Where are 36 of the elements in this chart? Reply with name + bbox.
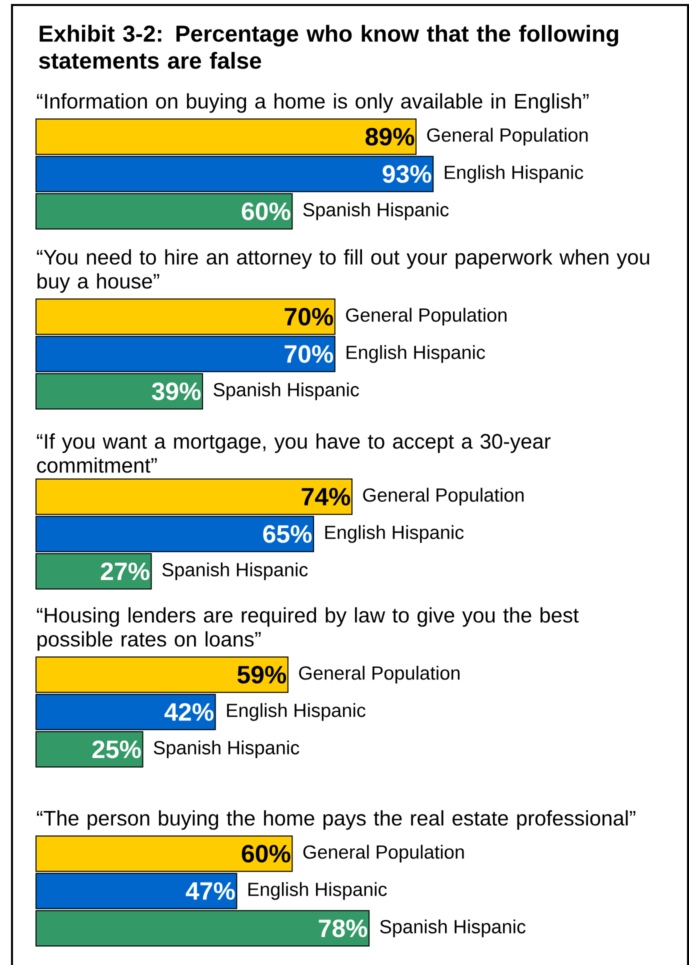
data-label: 93% — [382, 165, 432, 183]
series-label: English Hispanic — [248, 882, 387, 900]
series-label: Spanish Hispanic — [154, 740, 300, 758]
data-label: 47% — [186, 882, 235, 900]
series-label: Spanish Hispanic — [214, 382, 359, 400]
data-label: 70% — [284, 308, 334, 326]
series-label: English Hispanic — [444, 165, 584, 183]
series-label: Spanish Hispanic — [380, 919, 526, 938]
data-label: 27% — [100, 562, 150, 580]
series-label: Spanish Hispanic — [303, 202, 449, 220]
chart-subtitle: “The person buying the home pays the real estate professional” — [36, 810, 636, 830]
data-label: 70% — [284, 345, 334, 363]
data-label: 59% — [237, 666, 286, 684]
data-label: 65% — [263, 525, 312, 543]
data-label: 60% — [242, 844, 290, 863]
series-label: Spanish Hispanic — [162, 562, 308, 580]
data-label: 60% — [242, 202, 290, 220]
chart-title: Exhibit 3-2: Percentage who know that the following statements are false — [39, 24, 618, 69]
data-label: 39% — [152, 382, 201, 400]
data-label: 42% — [164, 703, 214, 721]
data-label: 74% — [302, 488, 350, 506]
chart-subtitle: “Information on buying a home is only available in English” — [36, 93, 589, 113]
series-label: General Population — [346, 308, 506, 326]
series-label: General Population — [363, 488, 524, 506]
series-label: English Hispanic — [227, 703, 366, 721]
series-label: English Hispanic — [325, 525, 464, 543]
data-label: 78% — [318, 919, 368, 938]
data-label: 89% — [366, 128, 414, 146]
chart-subtitle: “If you want a mortgage, you have to accept a 30-year commitment” — [36, 433, 551, 473]
series-label: General Population — [299, 666, 460, 684]
series-label: General Population — [303, 844, 464, 863]
series-label: General Population — [427, 128, 588, 146]
series-label: English Hispanic — [346, 345, 486, 363]
chart-subtitle: “Housing lenders are required by law to give you the best possible rates on loans” — [36, 607, 579, 651]
data-label: 25% — [92, 740, 141, 758]
chart-subtitle: “You need to hire an attorney to fill out your paperwork when you buy a house” — [36, 249, 650, 293]
